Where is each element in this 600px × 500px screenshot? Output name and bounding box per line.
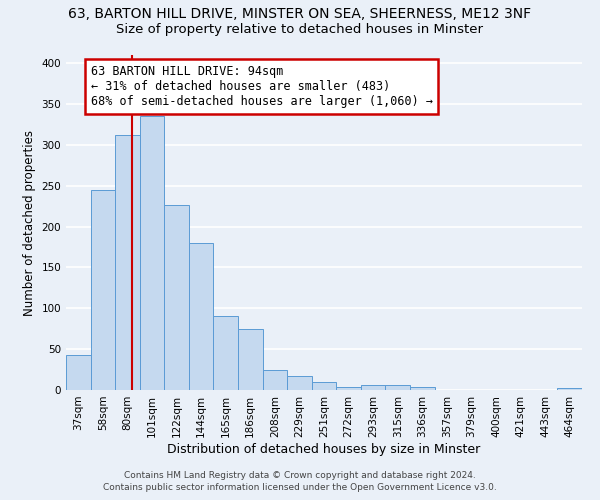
- Bar: [91, 190, 115, 390]
- Text: 63, BARTON HILL DRIVE, MINSTER ON SEA, SHEERNESS, ME12 3NF: 63, BARTON HILL DRIVE, MINSTER ON SEA, S…: [68, 8, 532, 22]
- Bar: [214, 316, 238, 390]
- Bar: [385, 385, 410, 390]
- Bar: [140, 116, 164, 390]
- X-axis label: Distribution of detached houses by size in Minster: Distribution of detached houses by size …: [167, 442, 481, 456]
- Text: Contains HM Land Registry data © Crown copyright and database right 2024.
Contai: Contains HM Land Registry data © Crown c…: [103, 471, 497, 492]
- Text: 63 BARTON HILL DRIVE: 94sqm
← 31% of detached houses are smaller (483)
68% of se: 63 BARTON HILL DRIVE: 94sqm ← 31% of det…: [91, 65, 433, 108]
- Bar: [361, 385, 385, 390]
- Bar: [66, 355, 91, 390]
- Bar: [287, 376, 312, 390]
- Bar: [238, 328, 263, 390]
- Bar: [312, 382, 336, 390]
- Bar: [115, 135, 140, 390]
- Bar: [189, 243, 214, 390]
- Bar: [263, 370, 287, 390]
- Bar: [336, 386, 361, 390]
- Bar: [410, 386, 434, 390]
- Bar: [164, 204, 189, 390]
- Text: Size of property relative to detached houses in Minster: Size of property relative to detached ho…: [116, 22, 484, 36]
- Y-axis label: Number of detached properties: Number of detached properties: [23, 130, 36, 316]
- Bar: [557, 388, 582, 390]
